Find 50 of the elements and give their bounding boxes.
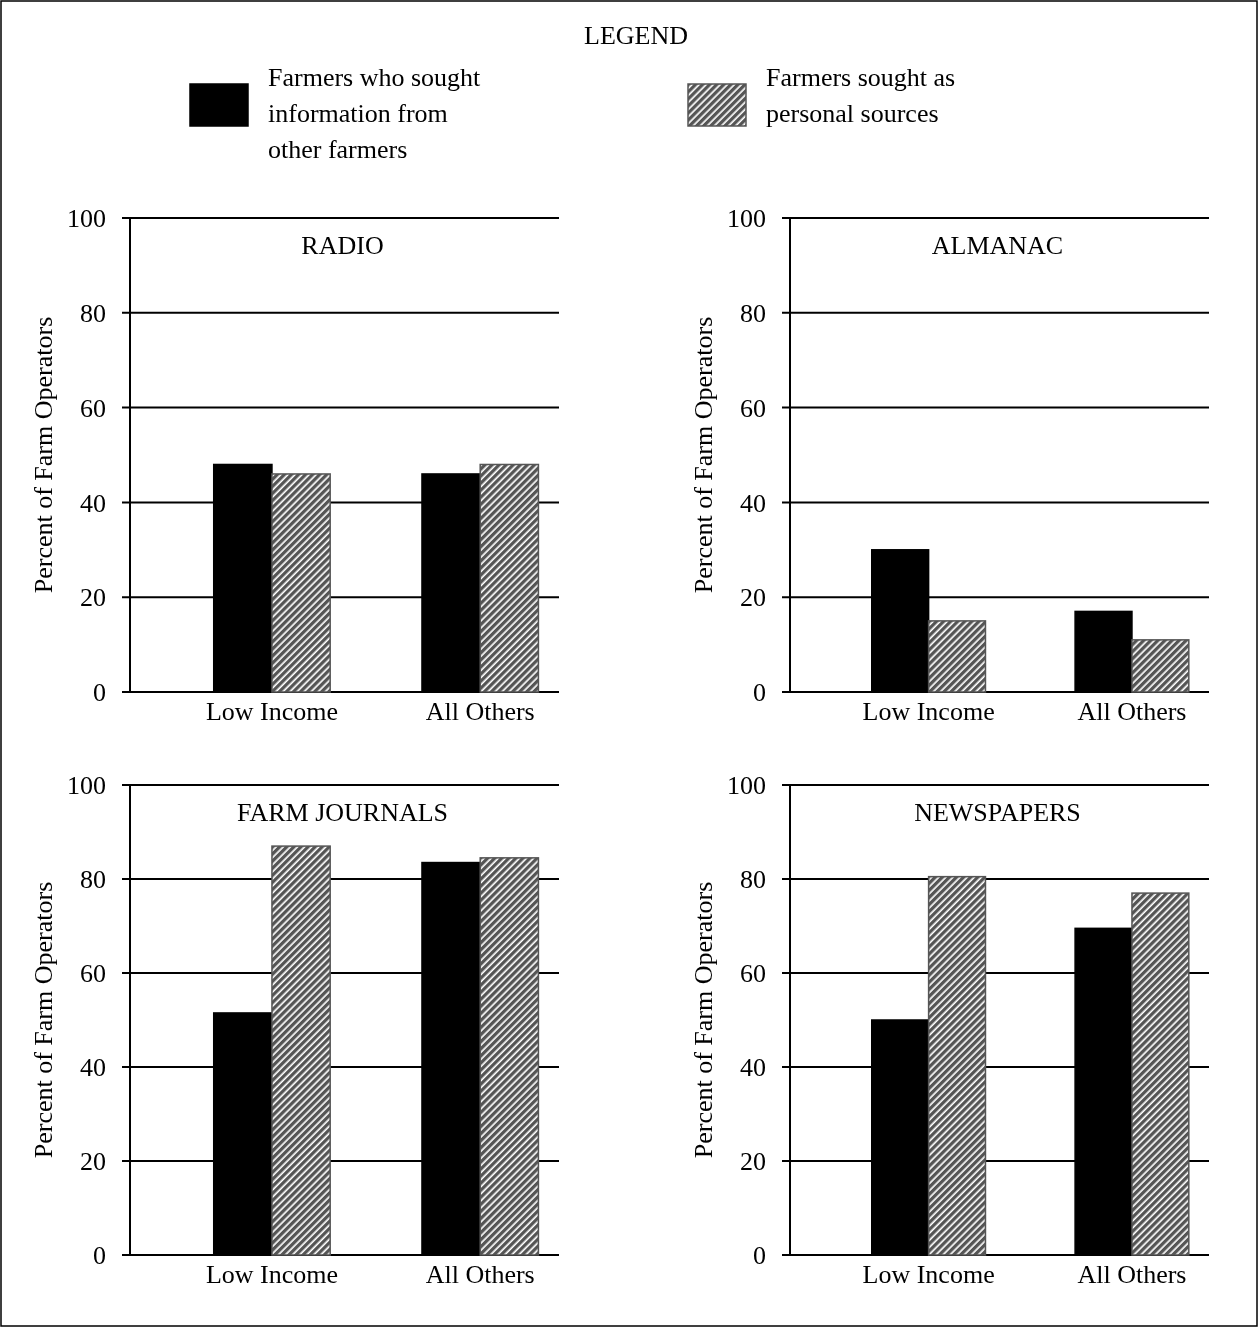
x-tick-label: Low Income: [862, 697, 995, 726]
y-tick-label: 60: [740, 959, 766, 989]
bar: [927, 620, 987, 693]
y-tick-label: 0: [93, 678, 106, 708]
y-tick-label: 0: [93, 1241, 106, 1271]
y-tick-label: 20: [740, 583, 766, 613]
y-tick-label: 60: [80, 393, 106, 423]
y-tick-label: 80: [80, 298, 106, 328]
y-tick-label: 40: [740, 488, 766, 518]
y-tick-label: 80: [740, 865, 766, 895]
y-tick-label: 60: [80, 959, 106, 989]
text: NEWSPAPERS: [914, 798, 1081, 827]
y-tick-label: 20: [740, 1147, 766, 1177]
y-tick-label: 100: [727, 204, 766, 234]
x-tick-label: All Others: [1077, 697, 1187, 726]
y-tick-label: 100: [67, 771, 106, 801]
y-tick-label: 40: [740, 1053, 766, 1083]
y-tick-label: 80: [80, 865, 106, 895]
y-tick-label: 20: [80, 583, 106, 613]
x-tick-label: Low Income: [205, 1260, 339, 1289]
y-tick-label: 100: [67, 204, 106, 234]
x-tick-label: Low Income: [862, 1260, 995, 1289]
bar: [479, 857, 540, 1256]
y-axis-title: Percent of Farm Operators: [29, 316, 58, 594]
x-tick-label: All Others: [425, 1260, 535, 1289]
y-tick-label: 20: [80, 1147, 106, 1177]
y-tick-label: 100: [727, 771, 766, 801]
y-axis-title: Percent of Farm Operators: [689, 316, 718, 594]
bar: [1131, 892, 1190, 1256]
bar: [1131, 639, 1190, 693]
text: RADIO: [301, 231, 384, 260]
x-tick-label: All Others: [1077, 1260, 1187, 1289]
y-axis-title: Percent of Farm Operators: [689, 881, 718, 1159]
y-tick-label: 40: [80, 1053, 106, 1083]
text: ALMANAC: [931, 231, 1064, 260]
bar: [271, 845, 331, 1256]
bar: [927, 875, 987, 1256]
x-tick-label: All Others: [425, 697, 535, 726]
y-tick-label: 60: [740, 393, 766, 423]
y-tick-label: 80: [740, 298, 766, 328]
y-tick-label: 40: [80, 488, 106, 518]
legend-title: LEGEND: [584, 21, 688, 50]
x-tick-label: Low Income: [205, 697, 339, 726]
y-axis-title: Percent of Farm Operators: [29, 881, 58, 1159]
y-tick-label: 0: [753, 678, 766, 708]
bar: [1074, 610, 1133, 693]
legend-label: Farmers sought as personal sources: [766, 63, 956, 128]
text: FARM JOURNALS: [236, 798, 449, 827]
y-tick-label: 0: [753, 1241, 766, 1271]
legend-label: Farmers who sought information from other farmers: [268, 63, 482, 164]
